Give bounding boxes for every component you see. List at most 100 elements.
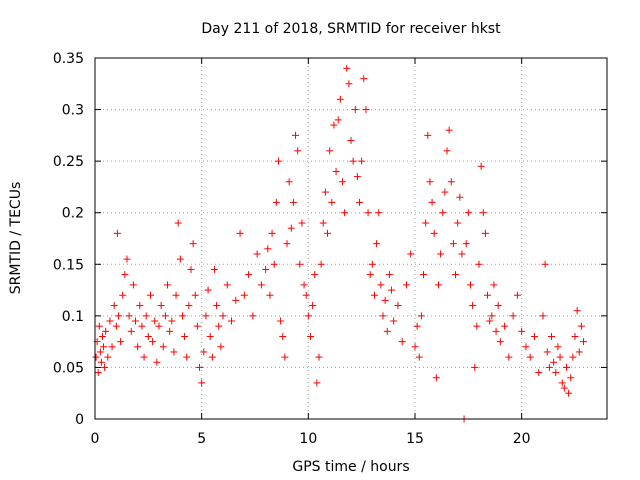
- data-point: [98, 332, 106, 340]
- data-point: [539, 312, 547, 320]
- data-point: [477, 162, 485, 170]
- data-point: [210, 265, 218, 273]
- data-point: [198, 379, 206, 387]
- y-tick-label: 0.25: [53, 154, 84, 170]
- data-point: [390, 317, 398, 325]
- data-point: [562, 363, 570, 371]
- data-point: [189, 240, 197, 248]
- data-point: [475, 260, 483, 268]
- data-point: [172, 291, 180, 299]
- data-point: [208, 353, 216, 361]
- data-point: [343, 64, 351, 72]
- data-point: [302, 291, 310, 299]
- data-point: [108, 343, 116, 351]
- data-point: [364, 209, 372, 217]
- data-point: [324, 229, 332, 237]
- data-point: [385, 271, 393, 279]
- y-tick-label: 0.35: [53, 51, 84, 67]
- data-point: [349, 157, 357, 165]
- data-point: [373, 240, 381, 248]
- grid: [95, 58, 607, 419]
- data-point: [326, 147, 334, 155]
- data-point: [309, 302, 317, 310]
- data-point: [166, 327, 174, 335]
- data-point: [330, 121, 338, 129]
- data-point: [155, 322, 163, 330]
- data-point: [445, 126, 453, 134]
- data-point: [426, 178, 434, 186]
- data-point: [370, 291, 378, 299]
- data-point: [92, 353, 100, 361]
- data-point: [552, 369, 560, 377]
- data-point: [356, 198, 364, 206]
- data-point: [509, 312, 517, 320]
- data-point: [138, 322, 146, 330]
- data-point: [484, 291, 492, 299]
- data-point: [161, 312, 169, 320]
- data-point: [471, 363, 479, 371]
- data-point: [513, 291, 521, 299]
- data-point: [298, 219, 306, 227]
- data-point: [101, 363, 109, 371]
- data-point: [110, 302, 118, 310]
- data-point: [313, 379, 321, 387]
- data-point: [196, 363, 204, 371]
- data-point: [379, 312, 387, 320]
- data-point: [95, 322, 103, 330]
- data-point: [228, 317, 236, 325]
- data-point: [535, 369, 543, 377]
- data-point: [153, 358, 161, 366]
- data-point: [543, 348, 551, 356]
- data-point: [168, 317, 176, 325]
- data-point: [178, 312, 186, 320]
- data-point: [545, 363, 553, 371]
- data-point: [488, 312, 496, 320]
- data-point: [223, 281, 231, 289]
- data-point: [129, 281, 137, 289]
- x-tick-label: 0: [91, 431, 100, 447]
- data-point: [358, 157, 366, 165]
- data-point: [496, 338, 504, 346]
- data-point: [501, 322, 509, 330]
- data-point: [262, 265, 270, 273]
- data-point: [560, 384, 568, 392]
- data-point: [550, 358, 558, 366]
- y-tick-label: 0.3: [62, 103, 84, 119]
- data-point: [548, 332, 556, 340]
- data-point: [146, 291, 154, 299]
- data-point: [164, 281, 172, 289]
- data-point: [151, 317, 159, 325]
- data-point: [505, 353, 513, 361]
- data-point: [362, 106, 370, 114]
- data-point: [486, 317, 494, 325]
- data-point: [490, 281, 498, 289]
- data-point: [219, 312, 227, 320]
- data-point: [526, 353, 534, 361]
- data-point: [377, 281, 385, 289]
- data-point: [134, 343, 142, 351]
- data-point: [191, 291, 199, 299]
- data-point: [136, 302, 144, 310]
- data-point: [253, 250, 261, 258]
- data-point: [407, 250, 415, 258]
- data-point: [240, 291, 248, 299]
- data-point: [144, 332, 152, 340]
- data-point: [287, 224, 295, 232]
- data-point: [411, 343, 419, 351]
- data-point: [112, 322, 120, 330]
- data-point: [375, 209, 383, 217]
- data-point: [245, 271, 253, 279]
- data-point: [353, 173, 361, 181]
- data-point: [341, 209, 349, 217]
- data-point: [181, 332, 189, 340]
- data-point: [187, 265, 195, 273]
- data-point: [200, 348, 208, 356]
- data-point: [522, 343, 530, 351]
- data-point: [142, 312, 150, 320]
- data-point: [571, 332, 579, 340]
- data-point: [368, 260, 376, 268]
- data-points: [92, 64, 588, 423]
- data-point: [306, 332, 314, 340]
- data-point: [268, 229, 276, 237]
